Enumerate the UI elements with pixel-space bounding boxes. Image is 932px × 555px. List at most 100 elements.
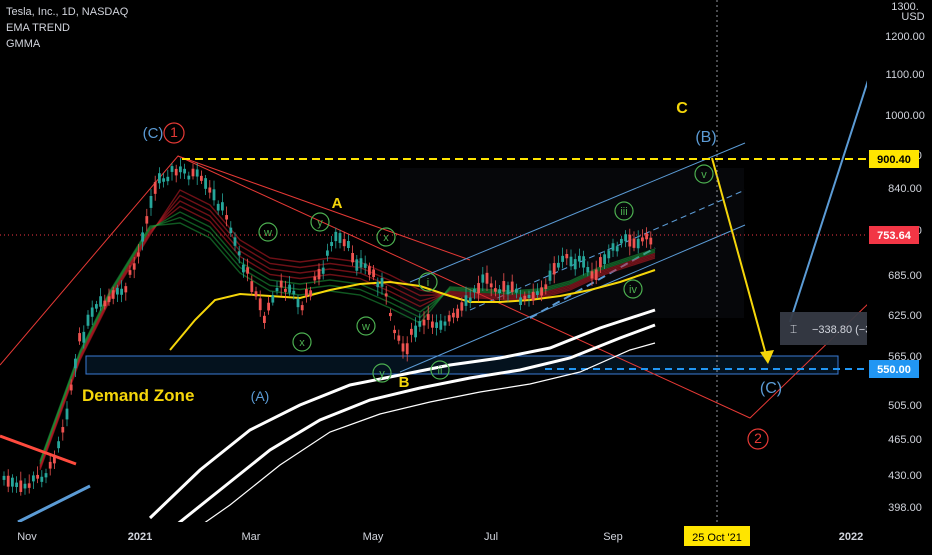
candle-body — [237, 251, 241, 256]
candle-body — [338, 233, 342, 243]
candle-body — [641, 237, 644, 242]
candle-body — [468, 297, 472, 302]
candle-body — [347, 240, 350, 248]
candle-body — [494, 288, 497, 292]
price-tag-label-current: 753.64 — [877, 230, 912, 242]
candle-body — [523, 295, 527, 300]
candle-body — [82, 331, 86, 343]
crosshair-date-tag[interactable] — [684, 526, 750, 546]
candle-body — [78, 333, 81, 342]
candle-body — [326, 250, 329, 256]
legend-ema-trend[interactable]: EMA TREND — [6, 22, 70, 34]
candle-body — [158, 173, 161, 184]
wave-label-18: iv — [629, 284, 637, 296]
candle-body — [69, 384, 73, 391]
candle-body — [334, 231, 338, 242]
candle-body — [552, 263, 556, 275]
wave-label-8: 2 — [754, 430, 762, 446]
candle-body — [473, 288, 476, 293]
measure-box[interactable] — [780, 312, 867, 345]
candle-body — [6, 475, 10, 487]
candle-body — [540, 287, 543, 296]
candle-body — [342, 239, 346, 247]
y-tick-label: 1300. — [891, 1, 919, 13]
wave-label-7: (C) — [760, 380, 782, 397]
legend-gmma[interactable]: GMMA — [6, 38, 41, 50]
candle-body — [242, 264, 245, 273]
candle-body — [544, 284, 548, 290]
candle-body — [103, 300, 107, 307]
candle-body — [90, 307, 94, 317]
y-tick-label: 430.00 — [888, 470, 922, 482]
candle-body — [410, 328, 413, 335]
candle-body — [57, 441, 60, 449]
wave-label-10-circle — [292, 332, 312, 352]
candle-body — [48, 461, 52, 469]
candle-body — [363, 263, 367, 268]
ema-white-upper — [148, 308, 656, 520]
candle-body — [531, 291, 535, 301]
price-tag-demand[interactable] — [869, 360, 919, 378]
candle-body — [477, 283, 480, 294]
crosshair-date-label: 25 Oct '21 — [692, 532, 742, 544]
candle-body — [11, 477, 14, 487]
candle-body — [305, 289, 308, 297]
candle-body — [376, 281, 380, 288]
chart-legend: Tesla, Inc., 1D, NASDAQ EMA TREND GMMA — [6, 4, 128, 52]
wave-label-9: w — [263, 227, 272, 239]
channel-lower-line — [399, 224, 746, 373]
candle-body — [149, 195, 153, 208]
ema-trend-yellow — [169, 269, 656, 351]
wave-label-19: v — [701, 169, 707, 181]
ema-white-lower — [169, 323, 656, 532]
candle-body — [162, 178, 165, 182]
candle-body — [330, 242, 333, 246]
candle-body — [351, 253, 354, 263]
candle-body — [321, 267, 325, 274]
x-tick-label: Sep — [603, 531, 623, 543]
candle-body — [116, 287, 119, 295]
wave-label-12-circle — [356, 316, 376, 336]
candle-body — [145, 216, 149, 224]
price-tag-label-demand: 550.00 — [877, 364, 911, 376]
wave-label-19-circle — [694, 164, 714, 184]
candle-body — [183, 168, 186, 174]
price-axis-bg — [867, 0, 932, 550]
candle-body — [527, 294, 531, 298]
price-tag-current[interactable] — [869, 226, 919, 244]
candle-body — [603, 254, 606, 265]
wave-label-15: i — [427, 277, 429, 289]
candle-body — [187, 175, 191, 180]
wave-label-16-circle — [430, 360, 450, 380]
candle-body — [95, 304, 98, 309]
red-trend-line — [177, 155, 471, 261]
candle-body — [225, 215, 228, 220]
gmma-band-3 — [39, 205, 656, 466]
x-tick-label: May — [363, 531, 384, 543]
wave-label-1-circle — [163, 122, 185, 144]
candle-body — [137, 252, 140, 257]
wave-label-16: ii — [438, 365, 443, 377]
candle-body — [279, 280, 283, 288]
candle-body — [19, 480, 23, 492]
candle-body — [489, 283, 493, 288]
candle-body — [254, 291, 258, 297]
candle-body — [569, 256, 573, 267]
wave-label-5: (A) — [251, 388, 270, 404]
wave-label-12: w — [361, 321, 370, 333]
candle-body — [65, 408, 69, 420]
price-tag-target[interactable] — [869, 150, 919, 168]
y-tick-label: 1000.00 — [885, 110, 925, 122]
candle-body — [216, 203, 220, 211]
candle-body — [32, 475, 35, 482]
candle-body — [15, 482, 18, 488]
candle-body — [271, 295, 275, 303]
x-tick-label: Nov — [17, 531, 37, 543]
candle-body — [292, 290, 296, 295]
legend-symbol[interactable]: Tesla, Inc., 1D, NASDAQ — [6, 6, 129, 18]
candle-body — [313, 276, 317, 281]
candle-body — [179, 166, 182, 173]
wave-label-8-circle — [747, 428, 769, 450]
